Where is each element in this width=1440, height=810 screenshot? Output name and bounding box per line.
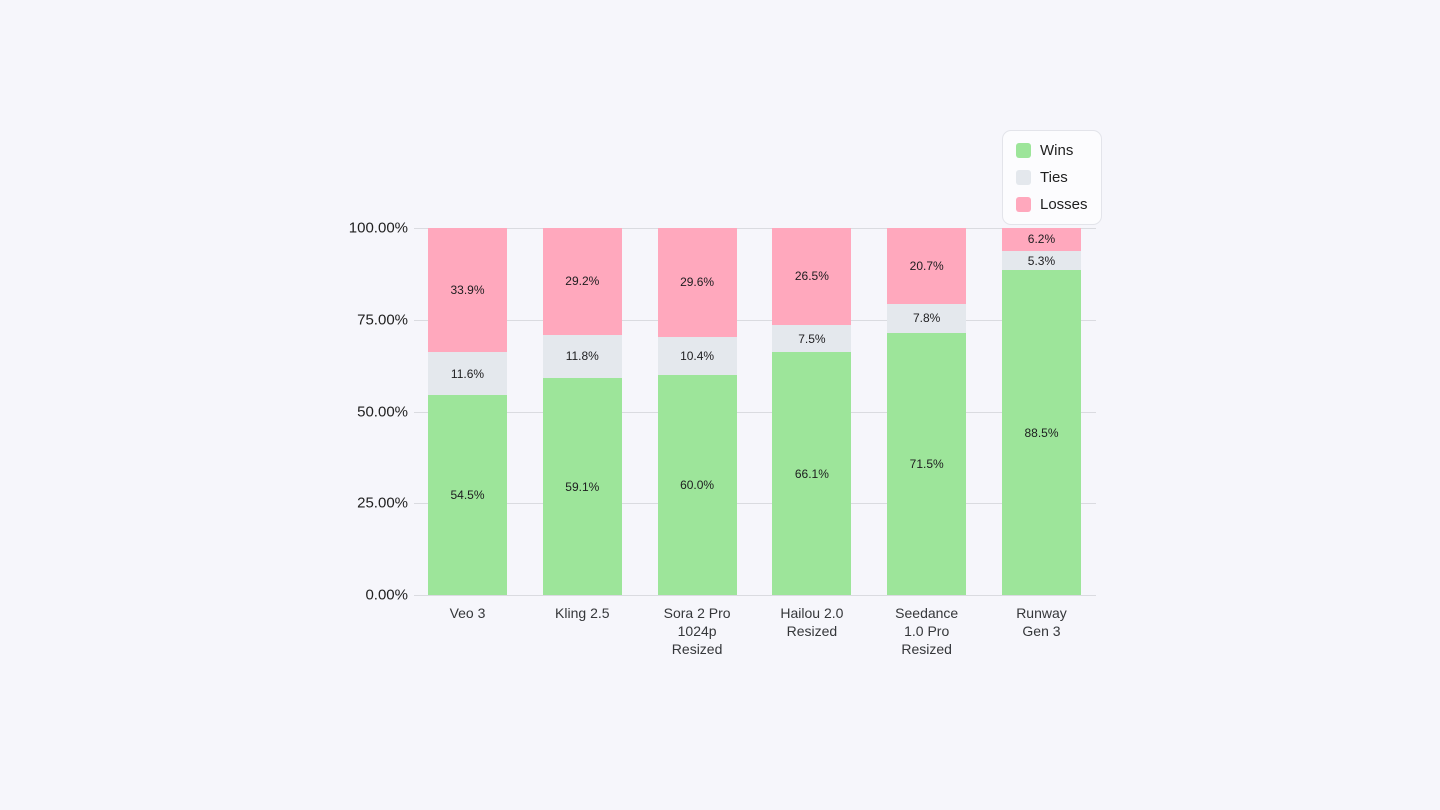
bar-segment-wins[interactable]: 60.0% <box>657 374 737 595</box>
gridline-50 <box>414 411 1096 413</box>
stacked-bar: 6.2% 5.3% 88.5% <box>1001 228 1081 595</box>
bar-segment-wins[interactable]: 59.1% <box>542 378 622 595</box>
y-tick-label: 25.00% <box>357 494 408 512</box>
bar-segment-losses[interactable]: 26.5% <box>772 228 852 325</box>
y-tick-label: 75.00% <box>357 311 408 329</box>
bar-segment-value-label: 54.5% <box>450 488 485 502</box>
bar-segment-ties[interactable]: 7.5% <box>772 324 852 353</box>
chart-legend: Wins Ties Losses <box>1002 130 1102 225</box>
y-tick-label: 0.00% <box>365 586 408 604</box>
bar-segment-wins[interactable]: 88.5% <box>1001 270 1081 595</box>
bar-segment-ties[interactable]: 5.3% <box>1001 250 1081 271</box>
stacked-bar: 26.5% 7.5% 66.1% <box>772 228 852 595</box>
legend-label: Wins <box>1040 142 1074 159</box>
bar-segment-value-label: 29.6% <box>680 275 715 290</box>
x-axis: Veo 3 Kling 2.5 Sora 2 Pro 1024p Resized Ha… <box>428 604 1081 658</box>
x-category-slot: Seedance 1.0 Pro Resized <box>887 604 966 658</box>
bar-segment-value-label: 6.2% <box>1027 232 1056 247</box>
x-category-label: Seedance 1.0 Pro Resized <box>895 605 959 657</box>
stacked-bar: 29.6% 10.4% 60.0% <box>657 228 737 595</box>
bar-segment-value-label: 10.4% <box>680 348 715 363</box>
y-tick-label: 100.00% <box>348 219 408 237</box>
x-category-slot: Sora 2 Pro 1024p Resized <box>658 604 737 658</box>
ties-swatch-icon <box>1016 170 1031 185</box>
x-category-label: Sora 2 Pro 1024p Resized <box>663 605 731 657</box>
bar-segment-ties[interactable]: 7.8% <box>887 303 967 333</box>
bar-segment-losses[interactable]: 33.9% <box>428 228 507 353</box>
bar-segment-value-label: 7.8% <box>913 311 941 326</box>
bar-segment-ties[interactable]: 11.8% <box>542 334 622 379</box>
bar-segment-losses[interactable]: 29.6% <box>657 228 737 337</box>
bar-segment-value-label: 59.1% <box>565 479 600 494</box>
bar-segment-value-label: 20.7% <box>909 258 944 273</box>
x-category-slot: Runway Gen 3 <box>1002 604 1081 658</box>
bar-segment-wins[interactable]: 54.5% <box>428 395 507 595</box>
bar-segment-losses[interactable]: 29.2% <box>542 228 622 335</box>
gridline-75 <box>414 319 1096 321</box>
bar-segment-ties[interactable]: 11.6% <box>428 352 507 395</box>
bar-segment-value-label: 5.3% <box>1027 253 1056 268</box>
x-category-slot: Hailou 2.0 Resized <box>772 604 851 658</box>
losses-swatch-icon <box>1016 197 1031 212</box>
chart-plot-area: 100.00% 75.00% 50.00% 25.00% 0.00% 33.9%… <box>349 220 1096 657</box>
stacked-bar: 20.7% 7.8% 71.5% <box>887 228 967 595</box>
bar-segment-losses[interactable]: 20.7% <box>887 228 967 304</box>
x-category-label: Kling 2.5 <box>555 605 610 621</box>
bar-series-group: 33.9% 11.6% 54.5% 29.2% 11.8% 59.1% 29.6% 10.4%… <box>428 228 1081 595</box>
legend-label: Ties <box>1040 169 1068 186</box>
x-category-label: Runway Gen 3 <box>1016 605 1067 639</box>
stacked-bar: 33.9% 11.6% 54.5% <box>428 228 507 595</box>
bar-segment-losses[interactable]: 6.2% <box>1001 228 1081 251</box>
bar-segment-value-label: 11.8% <box>565 349 599 364</box>
legend-item-ties[interactable]: Ties <box>1016 168 1088 187</box>
x-category-label: Veo 3 <box>449 605 486 621</box>
x-category-label: Hailou 2.0 Resized <box>780 605 844 639</box>
bar-segment-wins[interactable]: 66.1% <box>772 352 852 595</box>
bar-segment-value-label: 88.5% <box>1024 425 1059 440</box>
x-category-slot: Kling 2.5 <box>543 604 622 658</box>
bar-segment-value-label: 29.2% <box>565 274 600 289</box>
gridline-100 <box>414 228 1096 229</box>
gridline-0 <box>414 595 1096 596</box>
legend-item-losses[interactable]: Losses <box>1016 195 1088 214</box>
gridline-25 <box>414 503 1096 505</box>
bar-segment-value-label: 71.5% <box>909 456 944 471</box>
bar-segment-value-label: 33.9% <box>450 283 485 298</box>
bar-segment-wins[interactable]: 71.5% <box>887 332 967 595</box>
legend-item-wins[interactable]: Wins <box>1016 141 1088 160</box>
bar-segment-value-label: 11.6% <box>450 366 485 381</box>
y-tick-label: 50.00% <box>357 403 408 420</box>
wins-swatch-icon <box>1016 143 1031 158</box>
bar-segment-value-label: 7.5% <box>798 331 826 346</box>
legend-label: Losses <box>1040 196 1088 213</box>
stacked-bar: 29.2% 11.8% 59.1% <box>542 228 622 595</box>
bar-segment-value-label: 60.0% <box>680 477 715 492</box>
bar-segment-value-label: 26.5% <box>794 269 829 284</box>
bar-segment-ties[interactable]: 10.4% <box>657 336 737 375</box>
bar-segment-value-label: 66.1% <box>794 466 829 481</box>
x-category-slot: Veo 3 <box>428 604 507 658</box>
